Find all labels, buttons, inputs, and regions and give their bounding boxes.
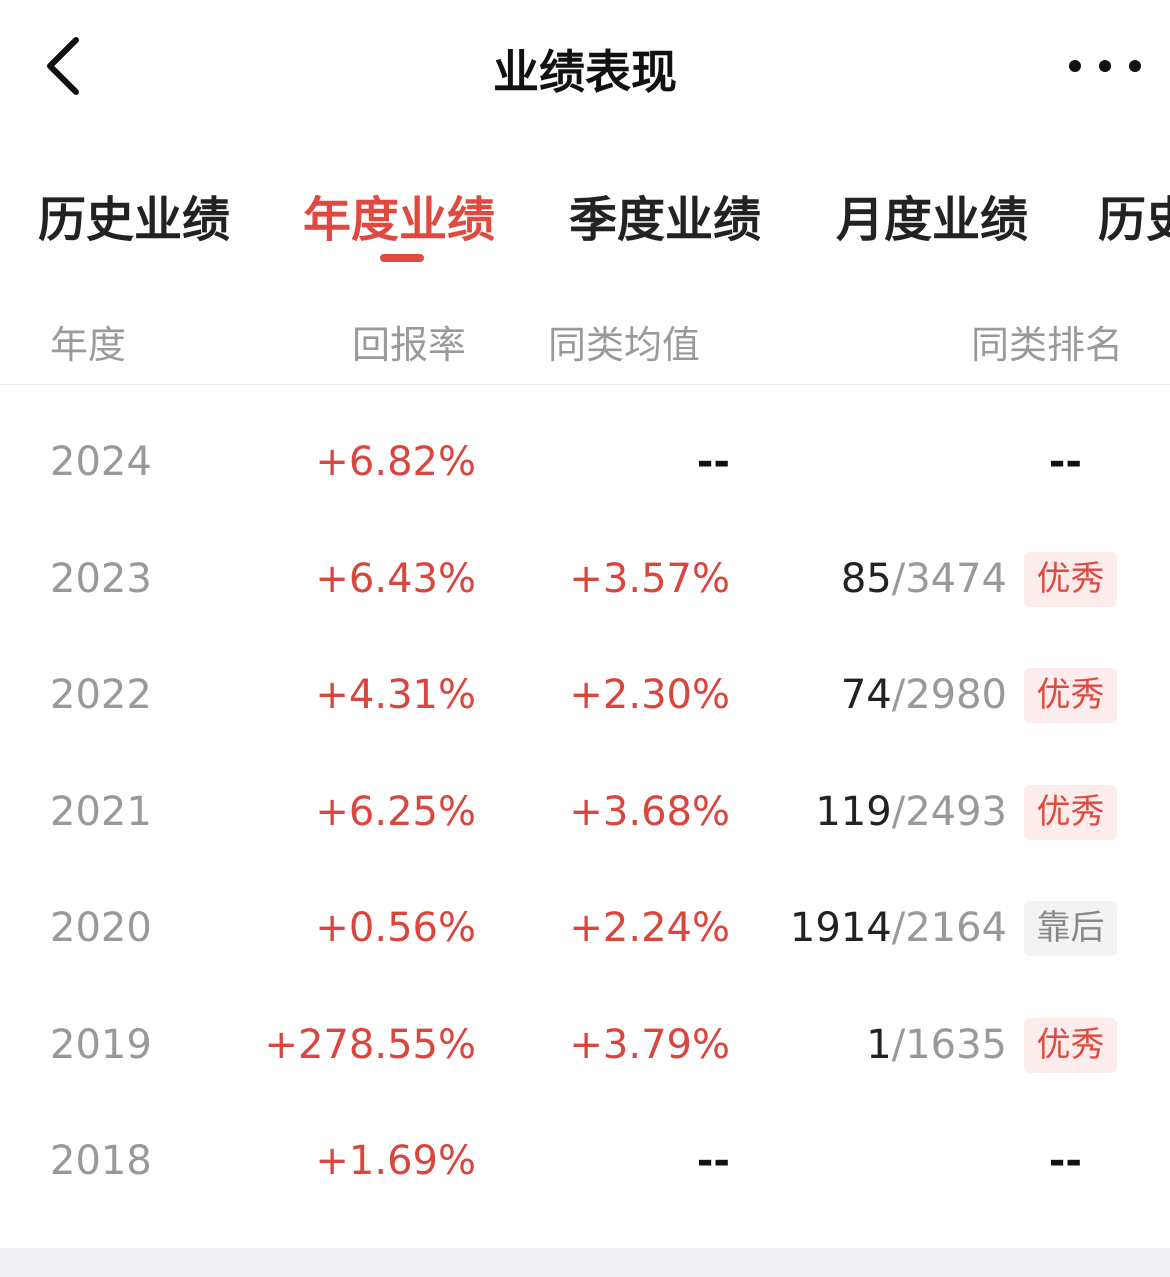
table-row: 2021 +6.25% +3.68% 119/2493 优秀 bbox=[0, 755, 1170, 872]
back-button[interactable] bbox=[30, 28, 100, 104]
year-cell: 2023 bbox=[50, 555, 152, 602]
active-tab-indicator bbox=[380, 254, 424, 262]
average-cell: +2.30% bbox=[569, 672, 730, 718]
column-header-return: 回报率 bbox=[352, 323, 467, 367]
year-cell: 2018 bbox=[50, 1138, 152, 1184]
rank-cell: -- bbox=[1048, 1138, 1082, 1184]
year-cell: 2024 bbox=[50, 439, 152, 485]
tab-monthly-performance[interactable]: 月度业绩 bbox=[836, 192, 1029, 248]
average-cell: +3.57% bbox=[569, 555, 730, 602]
table-row: 2022 +4.31% +2.30% 74/2980 优秀 bbox=[0, 638, 1170, 755]
chevron-left-icon bbox=[47, 37, 79, 95]
table-row: 2024 +6.82% -- -- bbox=[0, 405, 1170, 522]
year-cell: 2019 bbox=[50, 1021, 152, 1068]
tab-annual-performance[interactable]: 年度业绩 bbox=[303, 192, 496, 248]
return-cell: +6.25% bbox=[315, 788, 476, 835]
rank-total: /2493 bbox=[891, 788, 1007, 835]
return-cell: +1.69% bbox=[315, 1138, 476, 1184]
bottom-separator bbox=[0, 1248, 1170, 1277]
return-cell: +6.43% bbox=[315, 555, 476, 602]
rank-cell: -- bbox=[1048, 439, 1082, 485]
rank-total: /2164 bbox=[891, 905, 1007, 951]
tab-bar: 历史业绩 年度业绩 季度业绩 月度业绩 历史 bbox=[0, 170, 1170, 270]
rank-position: 74 bbox=[840, 672, 892, 718]
column-header-category-average: 同类均值 bbox=[548, 323, 701, 367]
table-row: 2020 +0.56% +2.24% 1914/2164 靠后 bbox=[0, 871, 1170, 988]
rank-total: /2980 bbox=[891, 672, 1007, 718]
return-cell: +0.56% bbox=[315, 905, 476, 951]
rank-cell: 85/3474 bbox=[841, 554, 1007, 604]
average-cell: -- bbox=[696, 1138, 730, 1184]
tab-quarterly-performance[interactable]: 季度业绩 bbox=[569, 192, 762, 248]
average-cell: +2.24% bbox=[569, 905, 730, 951]
rank-badge: 优秀 bbox=[1024, 668, 1117, 723]
rank-position: 85 bbox=[840, 555, 892, 602]
column-header-year: 年度 bbox=[50, 323, 127, 367]
tab-history-partial[interactable]: 历史 bbox=[1098, 192, 1170, 248]
return-cell: +4.31% bbox=[315, 672, 476, 718]
rank-total: /3474 bbox=[891, 555, 1007, 602]
table-row: 2023 +6.43% +3.57% 85/3474 优秀 bbox=[0, 522, 1170, 639]
rank-total: /1635 bbox=[891, 1021, 1007, 1068]
year-cell: 2022 bbox=[50, 672, 152, 718]
rank-position: 1 bbox=[866, 1021, 892, 1068]
tab-history-performance[interactable]: 历史业绩 bbox=[38, 192, 231, 248]
more-button[interactable] bbox=[1060, 46, 1150, 86]
rank-cell: 1/1635 bbox=[866, 1020, 1007, 1070]
rank-badge: 优秀 bbox=[1024, 551, 1117, 607]
rank-badge: 优秀 bbox=[1024, 784, 1117, 840]
average-cell: -- bbox=[696, 439, 730, 485]
year-cell: 2021 bbox=[50, 788, 152, 835]
top-nav-bar: 业绩表现 bbox=[0, 0, 1170, 130]
rank-badge: 优秀 bbox=[1024, 1017, 1117, 1073]
rank-position: 119 bbox=[815, 788, 892, 835]
more-dots-icon bbox=[1069, 60, 1141, 72]
annual-performance-table: 2024 +6.82% -- -- 2023 +6.43% +3.57% 85/… bbox=[0, 405, 1170, 1221]
return-cell: +278.55% bbox=[264, 1021, 476, 1068]
average-cell: +3.79% bbox=[569, 1021, 730, 1068]
table-row: 2018 +1.69% -- -- bbox=[0, 1104, 1170, 1221]
rank-cell: 74/2980 bbox=[841, 670, 1007, 720]
column-header-category-rank: 同类排名 bbox=[971, 323, 1124, 367]
rank-position: 1914 bbox=[789, 905, 892, 951]
rank-cell: 119/2493 bbox=[815, 787, 1007, 837]
rank-badge: 靠后 bbox=[1024, 901, 1117, 956]
table-row: 2019 +278.55% +3.79% 1/1635 优秀 bbox=[0, 988, 1170, 1105]
return-cell: +6.82% bbox=[315, 439, 476, 485]
table-header: 年度 回报率 同类均值 同类排名 bbox=[0, 300, 1170, 385]
average-cell: +3.68% bbox=[569, 788, 730, 835]
page-title: 业绩表现 bbox=[493, 45, 677, 99]
rank-cell: 1914/2164 bbox=[790, 903, 1007, 953]
year-cell: 2020 bbox=[50, 905, 152, 951]
